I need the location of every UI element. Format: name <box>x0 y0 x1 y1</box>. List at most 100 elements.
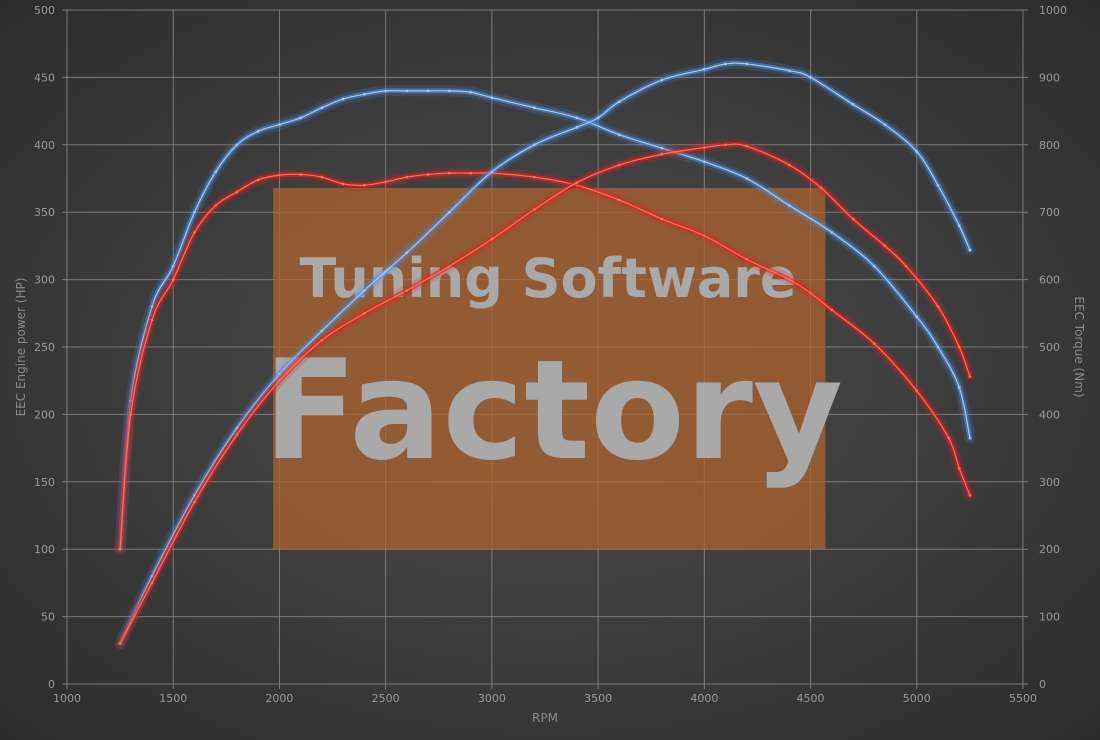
data-point <box>883 123 887 126</box>
series-2 <box>114 57 976 650</box>
data-point <box>384 89 387 93</box>
data-point <box>341 97 345 101</box>
y-right-tick-label: 400 <box>1039 408 1060 421</box>
data-point <box>724 143 727 147</box>
data-point <box>235 426 239 430</box>
watermark-line1: Tuning Software <box>299 247 796 310</box>
data-point <box>703 160 706 163</box>
data-point <box>214 204 218 207</box>
data-point <box>426 89 430 93</box>
data-point <box>745 62 749 66</box>
x-tick-label: 3000 <box>478 692 506 705</box>
data-point <box>788 278 791 281</box>
data-point <box>660 152 664 156</box>
watermark: Tuning Software Factory <box>263 187 843 550</box>
data-point <box>405 251 409 254</box>
x-tick-label: 2500 <box>372 692 400 705</box>
data-point <box>448 171 451 175</box>
data-point <box>469 171 472 175</box>
y-right-tick-label: 200 <box>1039 543 1060 556</box>
y-right-tick-label: 500 <box>1039 341 1060 354</box>
data-point <box>448 264 451 268</box>
data-point <box>809 291 812 295</box>
data-point <box>968 248 972 252</box>
series-3 <box>114 138 976 650</box>
x-axis-label: RPM <box>532 711 558 725</box>
data-point <box>957 386 961 389</box>
data-point <box>830 308 834 312</box>
data-point <box>363 312 366 315</box>
data-point <box>171 278 175 281</box>
y-right-tick-label: 100 <box>1039 611 1060 624</box>
data-point <box>851 217 855 221</box>
x-tick-label: 5000 <box>903 692 931 705</box>
data-point <box>703 68 706 71</box>
data-point <box>193 500 196 504</box>
data-point <box>957 345 961 349</box>
data-point <box>278 372 281 376</box>
data-point <box>618 133 621 136</box>
y-left-tick-label: 100 <box>34 543 55 556</box>
series-0 <box>114 85 976 555</box>
y-left-tick-label: 200 <box>34 408 55 421</box>
y-right-tick-label: 300 <box>1039 476 1060 489</box>
data-point <box>405 89 409 93</box>
data-point <box>915 389 919 393</box>
data-point <box>809 76 812 79</box>
data-point <box>788 69 791 72</box>
data-point <box>533 208 536 211</box>
data-point <box>830 231 834 234</box>
data-point <box>618 100 621 103</box>
y-right-axis-label: EEC Torque (Nm) <box>1072 296 1086 397</box>
data-point <box>150 318 154 322</box>
data-point <box>851 103 855 106</box>
data-point <box>490 96 494 99</box>
x-tick-label: 2000 <box>265 692 293 705</box>
data-point <box>957 467 961 470</box>
data-point <box>278 379 281 383</box>
data-point <box>320 175 324 179</box>
y-left-tick-label: 350 <box>34 206 55 219</box>
y-left-tick-label: 500 <box>34 4 55 17</box>
data-point <box>490 237 494 241</box>
y-right-tick-label: 600 <box>1039 274 1060 287</box>
data-point <box>490 170 494 174</box>
data-point <box>320 338 324 342</box>
data-point <box>618 163 621 167</box>
y-right-tick-label: 900 <box>1039 71 1060 84</box>
data-point <box>915 150 919 153</box>
data-point <box>788 163 791 167</box>
data-point <box>947 436 950 440</box>
data-point <box>235 433 239 436</box>
data-point <box>256 130 260 133</box>
x-tick-label: 5500 <box>1009 692 1037 705</box>
x-tick-label: 4500 <box>797 692 825 705</box>
data-point <box>448 89 451 93</box>
data-point <box>363 183 366 187</box>
data-point <box>533 175 536 179</box>
x-tick-label: 4000 <box>690 692 718 705</box>
data-point <box>819 186 823 190</box>
data-point <box>193 210 196 214</box>
data-point <box>968 375 972 378</box>
data-point <box>904 264 908 268</box>
data-point <box>193 231 196 234</box>
data-point <box>703 146 706 149</box>
y-left-tick-label: 400 <box>34 139 55 152</box>
series-line <box>119 172 971 550</box>
data-point <box>533 143 536 147</box>
data-point <box>936 345 940 349</box>
data-point <box>256 178 260 182</box>
data-point <box>129 413 133 416</box>
data-point <box>872 264 876 268</box>
x-tick-label: 3500 <box>584 692 612 705</box>
data-point <box>118 547 122 551</box>
data-point <box>788 204 791 207</box>
data-point <box>363 289 366 292</box>
data-point <box>575 116 579 120</box>
data-point <box>745 177 749 180</box>
data-point <box>703 234 706 238</box>
data-point <box>968 493 972 497</box>
data-point <box>745 258 749 261</box>
data-point <box>320 106 324 110</box>
